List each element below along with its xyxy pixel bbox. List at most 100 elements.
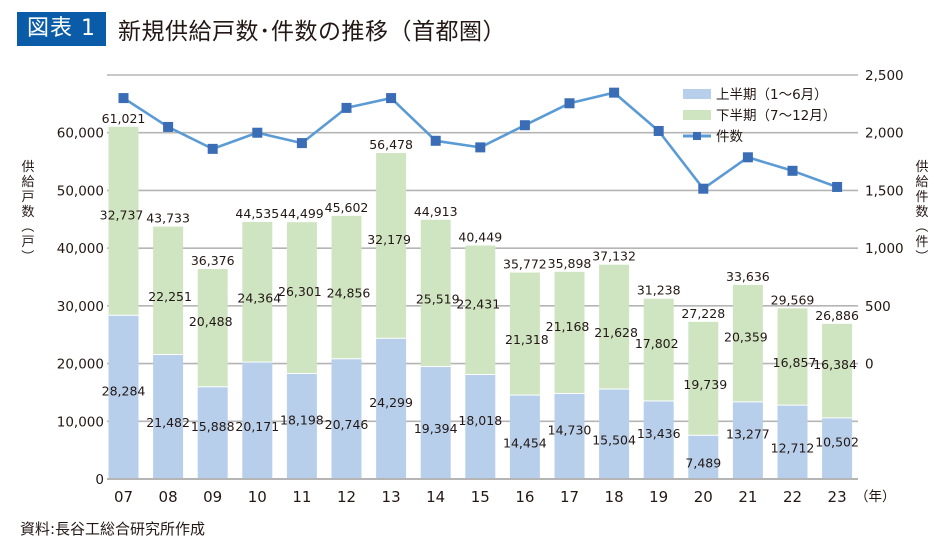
first-half-label: 21,482	[146, 415, 190, 430]
bar-first-half	[554, 393, 585, 478]
first-half-label: 14,454	[503, 435, 547, 450]
bar-first-half	[153, 355, 184, 478]
bar-second-half	[108, 126, 139, 315]
figure-badge: 図表 1	[17, 12, 106, 46]
count-marker	[207, 143, 218, 154]
bar-first-half	[688, 435, 719, 478]
left-tick-label: 0	[95, 472, 104, 488]
first-half-label: 18,018	[458, 413, 502, 428]
x-tick-label: 13	[382, 488, 401, 506]
data-labels: 61,021 32,737 28,284 43,733 22,251 21,482 36,3…	[100, 111, 859, 471]
count-marker	[742, 152, 753, 163]
bar-second-half	[376, 153, 407, 338]
total-label: 26,886	[815, 308, 859, 323]
count-marker	[252, 127, 263, 138]
first-half-label: 14,730	[548, 422, 592, 437]
axis-title-char: 給	[21, 175, 34, 190]
bar-first-half	[331, 359, 362, 478]
bar-second-half	[242, 221, 273, 362]
count-marker	[832, 181, 843, 192]
right-axis-ticks: 0 500 1,000 1,500 2,000 2,500	[865, 68, 904, 373]
x-tick-label: 21	[738, 488, 757, 506]
total-label: 29,569	[771, 292, 815, 307]
second-half-label: 26,301	[278, 284, 322, 299]
x-axis-ticks: 07 08 09 10 11 12 13 14 15 16 17 18 19 20 21 22 23 （年）	[114, 488, 896, 506]
axis-title-char: 戸	[21, 235, 34, 250]
axis-title-char: 給	[915, 175, 928, 190]
x-tick-label: 12	[337, 488, 356, 506]
bar-first-half	[465, 375, 496, 478]
second-half-label: 20,359	[724, 330, 768, 345]
legend-label-first-half: 上半期（1～6月）	[716, 87, 828, 103]
left-axis-title: 供給戸数（戸）	[19, 160, 35, 263]
x-tick-label: 11	[292, 488, 311, 506]
bar-first-half	[509, 395, 540, 478]
x-tick-label: 10	[248, 488, 267, 506]
total-label: 45,602	[325, 200, 369, 215]
total-label: 61,021	[102, 111, 146, 126]
second-half-label: 16,384	[813, 357, 857, 372]
x-tick-label: 19	[649, 488, 668, 506]
total-label: 36,376	[191, 253, 235, 268]
second-half-label: 16,857	[773, 355, 817, 370]
total-label: 43,733	[146, 211, 190, 226]
left-tick-label: 40,000	[57, 241, 104, 257]
first-half-label: 20,171	[235, 419, 279, 434]
count-marker	[341, 102, 352, 113]
first-half-label: 19,394	[414, 421, 458, 436]
total-label: 33,636	[726, 269, 770, 284]
count-marker	[475, 142, 486, 153]
x-tick-label: 09	[203, 488, 222, 506]
total-label: 35,772	[503, 257, 547, 272]
count-marker	[296, 138, 307, 149]
axis-title-char: 数	[21, 205, 34, 220]
axis-title-char: （	[913, 219, 928, 232]
first-half-label: 13,277	[726, 427, 770, 442]
bar-second-half	[554, 271, 585, 393]
second-half-label: 25,519	[416, 291, 460, 306]
x-tick-label: 08	[159, 488, 178, 506]
second-half-label: 22,251	[148, 289, 192, 304]
axis-title-char: 件	[915, 235, 928, 250]
second-half-label: 22,431	[456, 296, 500, 311]
bar-first-half	[420, 367, 451, 478]
bar-first-half	[732, 402, 763, 478]
bar-second-half	[688, 321, 719, 435]
title-text: 新規供給戸数･件数の推移（首都圏）	[118, 19, 506, 45]
bar-second-half	[286, 222, 317, 373]
total-label: 31,238	[637, 283, 681, 298]
right-tick-label: 500	[865, 299, 891, 315]
bar-first-half	[643, 401, 674, 478]
count-marker	[653, 125, 664, 136]
left-tick-label: 30,000	[57, 299, 104, 315]
legend-label-second-half: 下半期（7～12月）	[716, 108, 836, 124]
count-marker	[787, 165, 798, 176]
legend-marker	[693, 132, 701, 140]
bar-first-half	[822, 418, 853, 478]
bar-second-half	[197, 269, 228, 387]
legend: 上半期（1～6月） 下半期（7～12月） 件数	[683, 87, 836, 145]
left-tick-label: 50,000	[57, 183, 104, 199]
first-half-label: 10,502	[815, 435, 859, 450]
right-tick-label: 1,000	[865, 241, 904, 257]
legend-swatch-second-half	[683, 110, 711, 120]
bar-first-half	[286, 373, 317, 478]
bar-first-half	[599, 389, 630, 478]
second-half-label: 17,802	[635, 336, 679, 351]
total-label: 44,499	[280, 206, 324, 221]
left-tick-label: 20,000	[57, 357, 104, 373]
x-tick-label: 07	[114, 488, 133, 506]
total-label: 35,898	[548, 256, 592, 271]
first-half-label: 15,888	[191, 419, 235, 434]
count-marker	[564, 98, 575, 109]
axis-title-char: ）	[19, 249, 34, 262]
axis-title-char: ）	[913, 249, 928, 262]
right-tick-label: 2,500	[865, 68, 904, 84]
bar-second-half	[153, 226, 184, 355]
first-half-label: 7,489	[685, 455, 721, 470]
legend-swatch-first-half	[683, 89, 711, 99]
axis-title-char: 供	[915, 160, 928, 175]
axis-title-char: 件	[915, 190, 928, 205]
x-tick-label: 18	[605, 488, 624, 506]
